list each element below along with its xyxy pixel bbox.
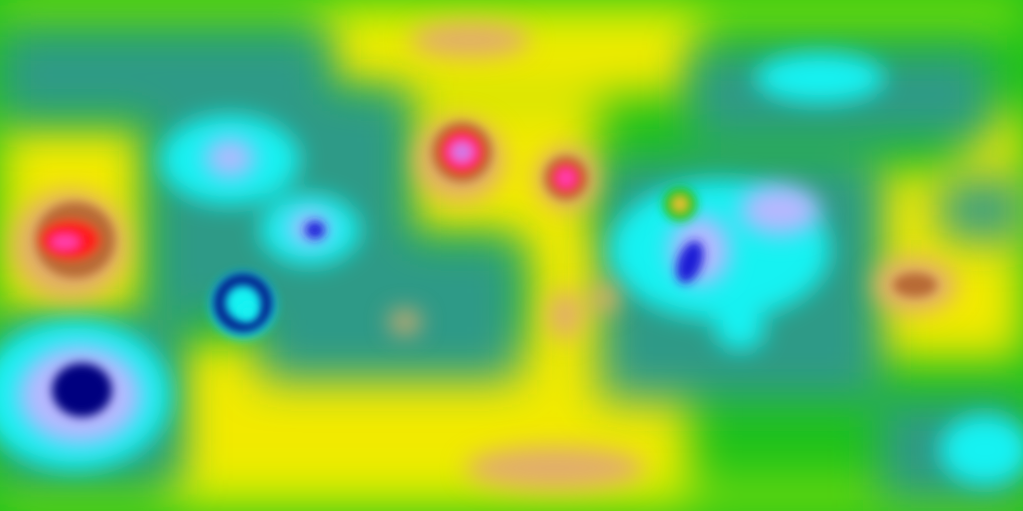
hot-cores — [35, 122, 937, 297]
ring-anomaly — [210, 272, 276, 338]
small-warm-dot — [663, 187, 697, 221]
blue-cores — [52, 221, 704, 417]
